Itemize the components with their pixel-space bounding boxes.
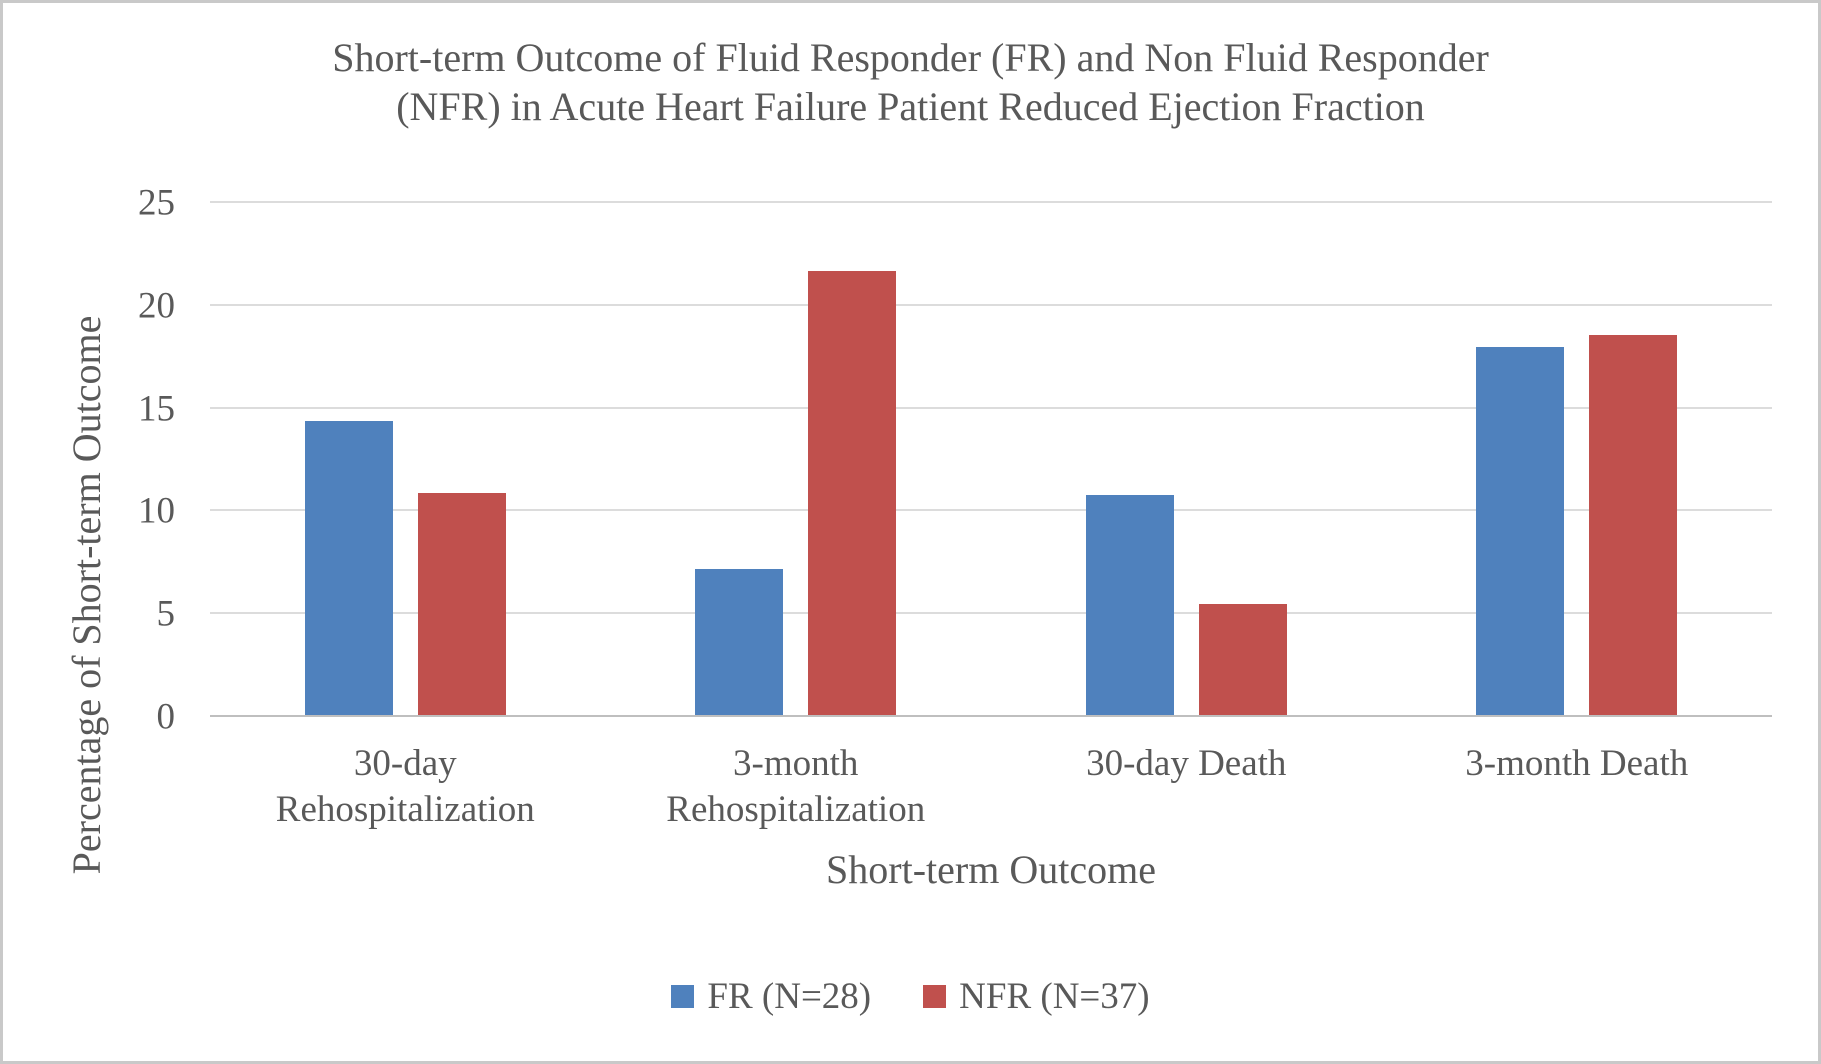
bar-fr <box>304 421 393 715</box>
y-axis-tick-labels: 0 5 10 15 20 25 <box>3 185 176 736</box>
bar-fr <box>695 569 784 715</box>
gridline <box>210 201 1772 203</box>
bar-group <box>601 201 992 715</box>
y-tick-label: 5 <box>156 593 176 635</box>
bar-group <box>991 201 1382 715</box>
legend-label: FR (N=28) <box>707 976 872 1017</box>
category-label: 30-day Rehospitalization <box>275 743 535 830</box>
gridline <box>210 406 1772 409</box>
bar-group <box>210 201 601 715</box>
gridline <box>210 612 1772 615</box>
x-axis-category-labels: 30-day Rehospitalization 3-month Rehospit… <box>210 741 1772 833</box>
bar-fr <box>1085 495 1174 715</box>
category-label: 30-day Death <box>1086 743 1287 784</box>
legend-label: NFR (N=37) <box>959 976 1150 1017</box>
chart-title-line-2: (NFR) in Acute Heart Failure Patient Red… <box>396 84 1425 129</box>
legend-swatch-icon <box>671 985 695 1008</box>
x-axis-title: Short-term Outcome <box>826 847 1156 892</box>
bar-group <box>1382 201 1773 715</box>
legend-swatch-icon <box>923 985 947 1008</box>
category-label: 3-month Rehospitalization <box>666 743 926 830</box>
y-tick-label: 15 <box>138 388 175 430</box>
gridline <box>210 509 1772 512</box>
y-tick-label: 0 <box>156 696 176 738</box>
bar-nfr <box>808 270 897 715</box>
y-tick-label: 10 <box>138 490 175 532</box>
y-tick-label: 20 <box>138 285 175 327</box>
chart-title-line-1: Short-term Outcome of Fluid Responder (F… <box>332 35 1489 80</box>
bar-nfr <box>1589 334 1678 715</box>
bar-nfr <box>417 492 506 715</box>
category-label: 3-month Death <box>1465 743 1689 784</box>
bars-layer <box>210 201 1772 715</box>
x-axis-line <box>210 715 1772 717</box>
legend-item: FR (N=28) <box>671 975 871 1018</box>
bar-fr <box>1476 346 1565 715</box>
legend-item: NFR (N=37) <box>923 975 1150 1018</box>
y-tick-label: 25 <box>138 182 175 224</box>
legend: FR (N=28) NFR (N=37) <box>3 975 1818 1018</box>
plot-area <box>210 201 1772 717</box>
bar-nfr <box>1198 603 1287 715</box>
gridline <box>210 303 1772 306</box>
chart-title: Short-term Outcome of Fluid Responder (F… <box>3 33 1818 131</box>
